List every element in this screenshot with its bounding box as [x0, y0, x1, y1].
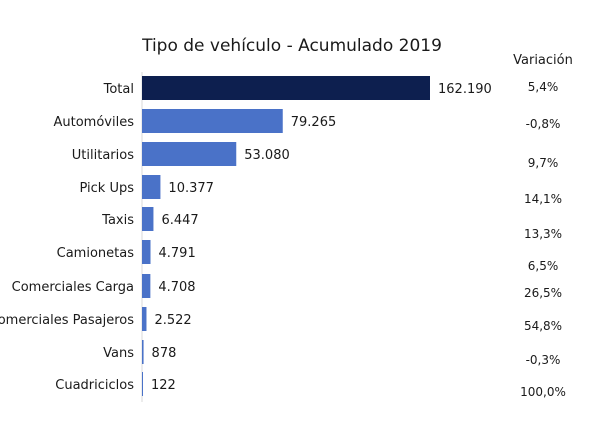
value-label: 878	[152, 346, 177, 361]
value-label: 79.265	[291, 115, 337, 130]
variation-value: 100,0%	[520, 385, 566, 399]
bar	[142, 76, 430, 100]
value-label: 4.708	[158, 280, 195, 295]
variation-value: 13,3%	[524, 227, 562, 241]
bar	[142, 307, 147, 331]
value-label: 6.447	[161, 213, 198, 228]
variation-value: -0,3%	[526, 353, 561, 367]
bar	[142, 340, 144, 364]
bar	[142, 109, 283, 133]
bar	[142, 142, 237, 166]
value-label: 53.080	[244, 148, 290, 163]
category-label: Comerciales Pasajeros	[0, 313, 134, 328]
value-label: 4.791	[159, 246, 196, 261]
category-label: Vans	[103, 346, 134, 361]
variation-value: 9,7%	[528, 156, 559, 170]
category-label: Taxis	[101, 213, 134, 228]
variation-value: -0,8%	[526, 117, 561, 131]
value-label: 10.377	[168, 181, 214, 196]
bar	[142, 274, 151, 298]
variation-value: 5,4%	[528, 80, 559, 94]
category-label: Comerciales Carga	[12, 280, 134, 295]
variation-value: 14,1%	[524, 192, 562, 206]
value-label: 2.522	[154, 313, 191, 328]
category-label: Camionetas	[57, 246, 135, 261]
category-label: Total	[103, 82, 134, 97]
variation-header: Variación	[513, 53, 573, 68]
bar	[142, 175, 161, 199]
category-label: Automóviles	[54, 115, 135, 130]
value-label: 122	[151, 378, 176, 393]
bar	[142, 372, 143, 396]
variation-value: 54,8%	[524, 319, 562, 333]
chart-title: Tipo de vehículo - Acumulado 2019	[141, 36, 442, 56]
category-label: Utilitarios	[72, 148, 134, 163]
variation-value: 26,5%	[524, 286, 562, 300]
bars-group: Total 162.190 5,4% Automóviles 79.265 -0,8% Ut…	[0, 76, 566, 399]
variation-value: 6,5%	[528, 259, 559, 273]
category-label: Pick Ups	[79, 181, 134, 196]
bar	[142, 240, 151, 264]
category-label: Cuadriciclos	[55, 378, 134, 393]
bar	[142, 207, 154, 231]
value-label: 162.190	[438, 82, 492, 97]
